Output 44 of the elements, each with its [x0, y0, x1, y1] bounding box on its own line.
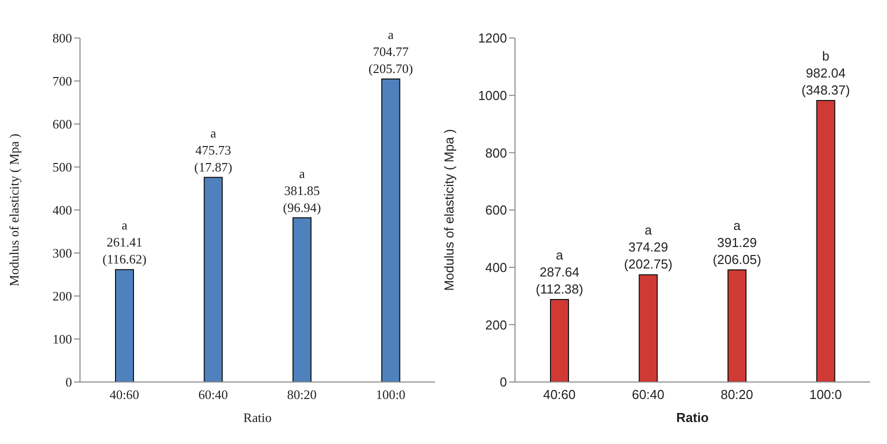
x-tick-label: 80:20: [287, 387, 317, 402]
data-label: a 261.41 (116.62): [102, 218, 146, 267]
y-tick-label: 100: [52, 332, 72, 347]
x-axis-title: Ratio: [243, 410, 272, 425]
x-tick-label: 100:0: [809, 387, 842, 402]
y-tick-label: 400: [52, 202, 72, 218]
bar: [728, 269, 746, 382]
y-tick-label: 600: [52, 116, 72, 132]
x-tick-label: 60:40: [198, 387, 228, 402]
bar: [816, 100, 836, 382]
bar: [550, 299, 569, 382]
data-label: a 704.77 (205.70): [368, 26, 413, 76]
bar: [381, 78, 400, 382]
y-tick-label: 400: [485, 260, 507, 275]
y-tick-label: 700: [52, 74, 72, 89]
y-axis-title: Modulus of elasticity ( Mpa ): [6, 134, 22, 286]
y-tick-label: 800: [485, 145, 507, 160]
data-label: a 381.85 (96.94): [283, 166, 321, 215]
y-tick-label: 200: [485, 317, 507, 332]
y-tick-label: 500: [52, 160, 72, 175]
bar: [292, 217, 312, 382]
x-tick-label: 100:0: [376, 387, 406, 402]
y-tick-label: 800: [52, 30, 72, 46]
bar: [204, 176, 223, 382]
bar: [638, 274, 658, 382]
x-tick-label: 40:60: [543, 387, 576, 402]
y-tick-label: 300: [52, 246, 72, 261]
data-label: a 374.29 (202.75): [624, 222, 672, 272]
y-tick-label: 0: [500, 374, 507, 390]
x-tick-label: 80:20: [720, 387, 754, 402]
data-label: a 287.64 (112.38): [536, 248, 584, 297]
y-axis-title: Modulus of elasticity ( Mpa ): [442, 129, 457, 291]
bar: [115, 269, 134, 382]
x-axis-title: Ratio: [676, 410, 709, 425]
data-label: b 982.04 (348.37): [802, 48, 850, 98]
y-tick-label: 200: [52, 288, 72, 304]
data-label: a 475.73 (17.87): [194, 125, 232, 174]
y-tick-label: 1000: [478, 88, 507, 103]
data-label: a 391.29 (206.05): [712, 218, 762, 267]
x-tick-label: 60:40: [632, 387, 664, 402]
x-tick-label: 40:60: [110, 387, 140, 402]
y-tick-label: 0: [66, 374, 72, 390]
y-tick-label: 1200: [478, 30, 507, 46]
y-tick-label: 600: [485, 202, 507, 218]
